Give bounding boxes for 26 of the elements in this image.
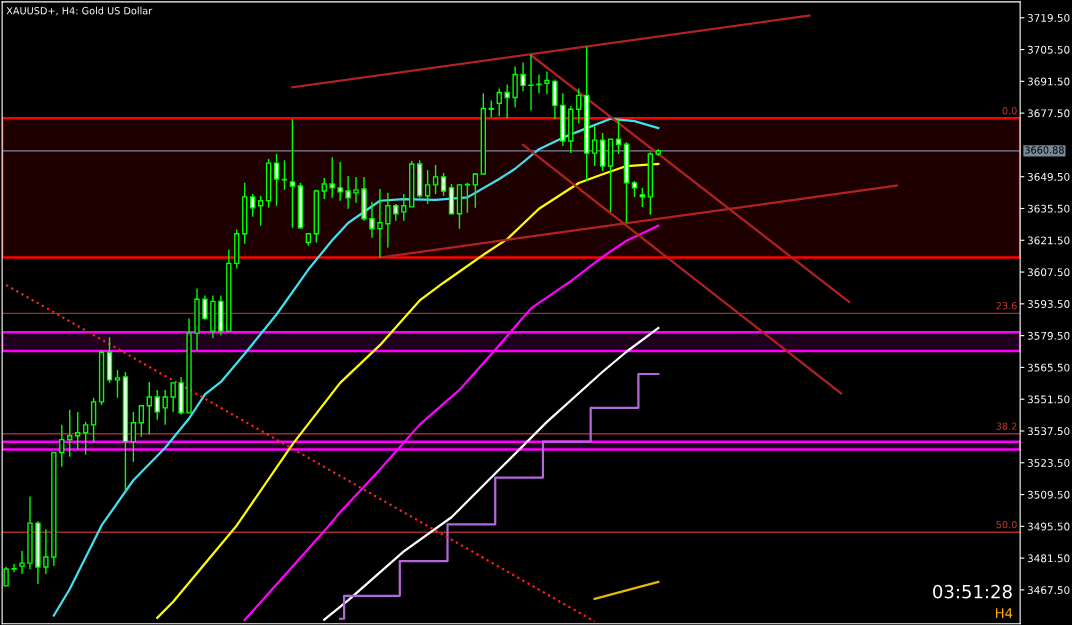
y-tick-label: 3495.50 (1027, 522, 1070, 531)
y-tick-label: 3691.50 (1027, 77, 1070, 86)
y-tick-label: 3649.50 (1027, 172, 1070, 181)
y-tick-label: 3523.50 (1027, 459, 1070, 467)
annotation: 50.0 (996, 520, 1017, 529)
annotation: 0.0 (1002, 107, 1017, 115)
annotation: H4 (996, 608, 1013, 618)
chart-title: XAUUSD+, H4: Gold US Dollar (6, 6, 153, 16)
y-tick-label: 3481.50 (1027, 554, 1070, 563)
y-tick-label: 3551.50 (1027, 395, 1070, 404)
annotation: 38.2 (996, 422, 1017, 430)
y-tick-label: 3621.50 (1027, 236, 1070, 245)
annotation: 03:51:28 (933, 584, 1012, 599)
y-tick-label: 3579.50 (1027, 331, 1070, 340)
y-tick-label: 3537.50 (1027, 427, 1070, 436)
y-tick-label: 3719.50 (1027, 13, 1070, 22)
y-tick-label: 3607.50 (1027, 268, 1070, 277)
y-tick-label: 3593.50 (1027, 300, 1070, 308)
y-tick-label: 3705.50 (1027, 45, 1070, 54)
y-tick-label: 3509.50 (1027, 490, 1070, 499)
annotation: 23.6 (996, 302, 1017, 310)
y-tick-label: 3677.50 (1027, 109, 1070, 118)
y-tick-label: 3635.50 (1027, 204, 1070, 213)
y-tick-label: 3467.50 (1027, 586, 1070, 595)
y-tick-label: 3565.50 (1027, 363, 1070, 372)
ref-line-label: 3660.88 (1025, 146, 1064, 154)
